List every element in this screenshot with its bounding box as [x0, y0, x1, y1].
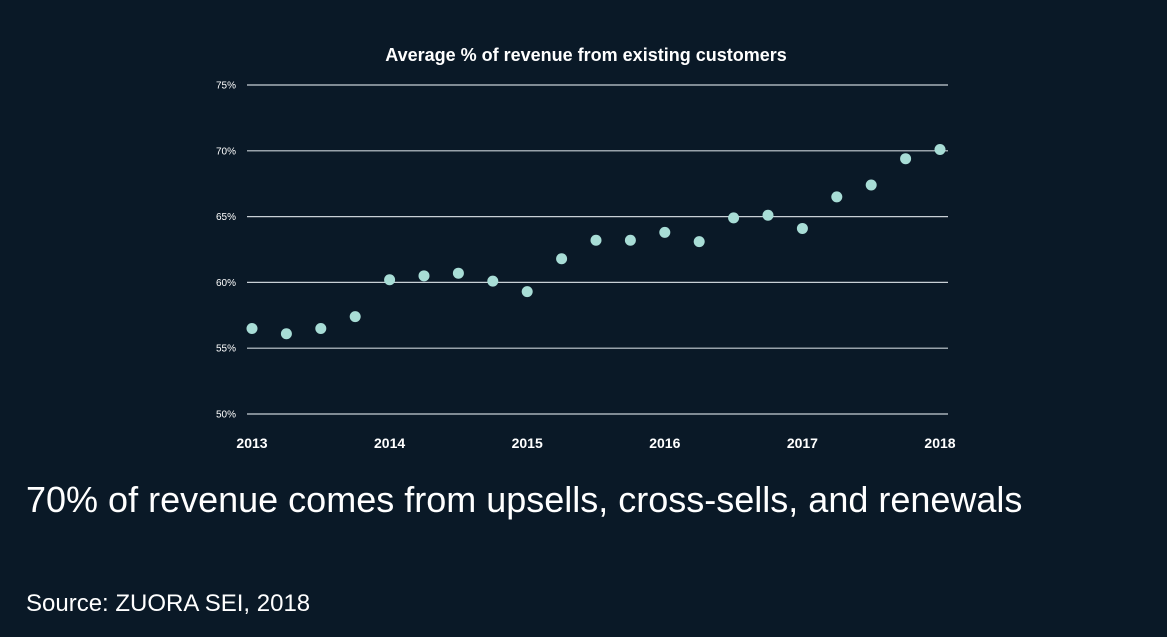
data-point — [556, 253, 568, 265]
x-tick-label: 2015 — [512, 435, 543, 451]
y-tick-label: 50% — [216, 410, 236, 421]
headline: 70% of revenue comes from upsells, cross… — [26, 479, 1023, 520]
data-point — [900, 153, 912, 165]
data-point — [659, 226, 671, 238]
data-point — [590, 234, 602, 246]
data-point — [865, 179, 877, 191]
data-point — [762, 209, 774, 221]
x-tick-label: 2017 — [787, 435, 818, 451]
y-tick-label: 75% — [216, 81, 236, 92]
data-point — [487, 275, 499, 287]
data-point — [934, 143, 946, 155]
data-point — [280, 328, 292, 340]
data-point — [693, 236, 705, 248]
data-point — [521, 286, 533, 298]
scatter-chart: Average % of revenue from existing custo… — [216, 45, 956, 451]
x-tick-label: 2016 — [649, 435, 680, 451]
y-tick-label: 70% — [216, 146, 236, 157]
x-tick-label: 2014 — [374, 435, 405, 451]
data-point — [452, 267, 464, 279]
data-point — [796, 222, 808, 234]
x-tick-label: 2013 — [236, 435, 267, 451]
y-tick-label: 65% — [216, 212, 236, 223]
data-point — [728, 212, 740, 224]
y-tick-label: 60% — [216, 278, 236, 289]
data-point — [624, 234, 636, 246]
y-tick-label: 55% — [216, 344, 236, 355]
data-point — [384, 274, 396, 286]
data-point — [315, 322, 327, 334]
data-point — [349, 311, 361, 323]
chart-title: Average % of revenue from existing custo… — [385, 45, 786, 65]
data-point — [246, 322, 258, 334]
data-point — [831, 191, 843, 203]
x-tick-label: 2018 — [924, 435, 955, 451]
source-note: Source: ZUORA SEI, 2018 — [26, 590, 311, 617]
data-point — [418, 270, 430, 282]
